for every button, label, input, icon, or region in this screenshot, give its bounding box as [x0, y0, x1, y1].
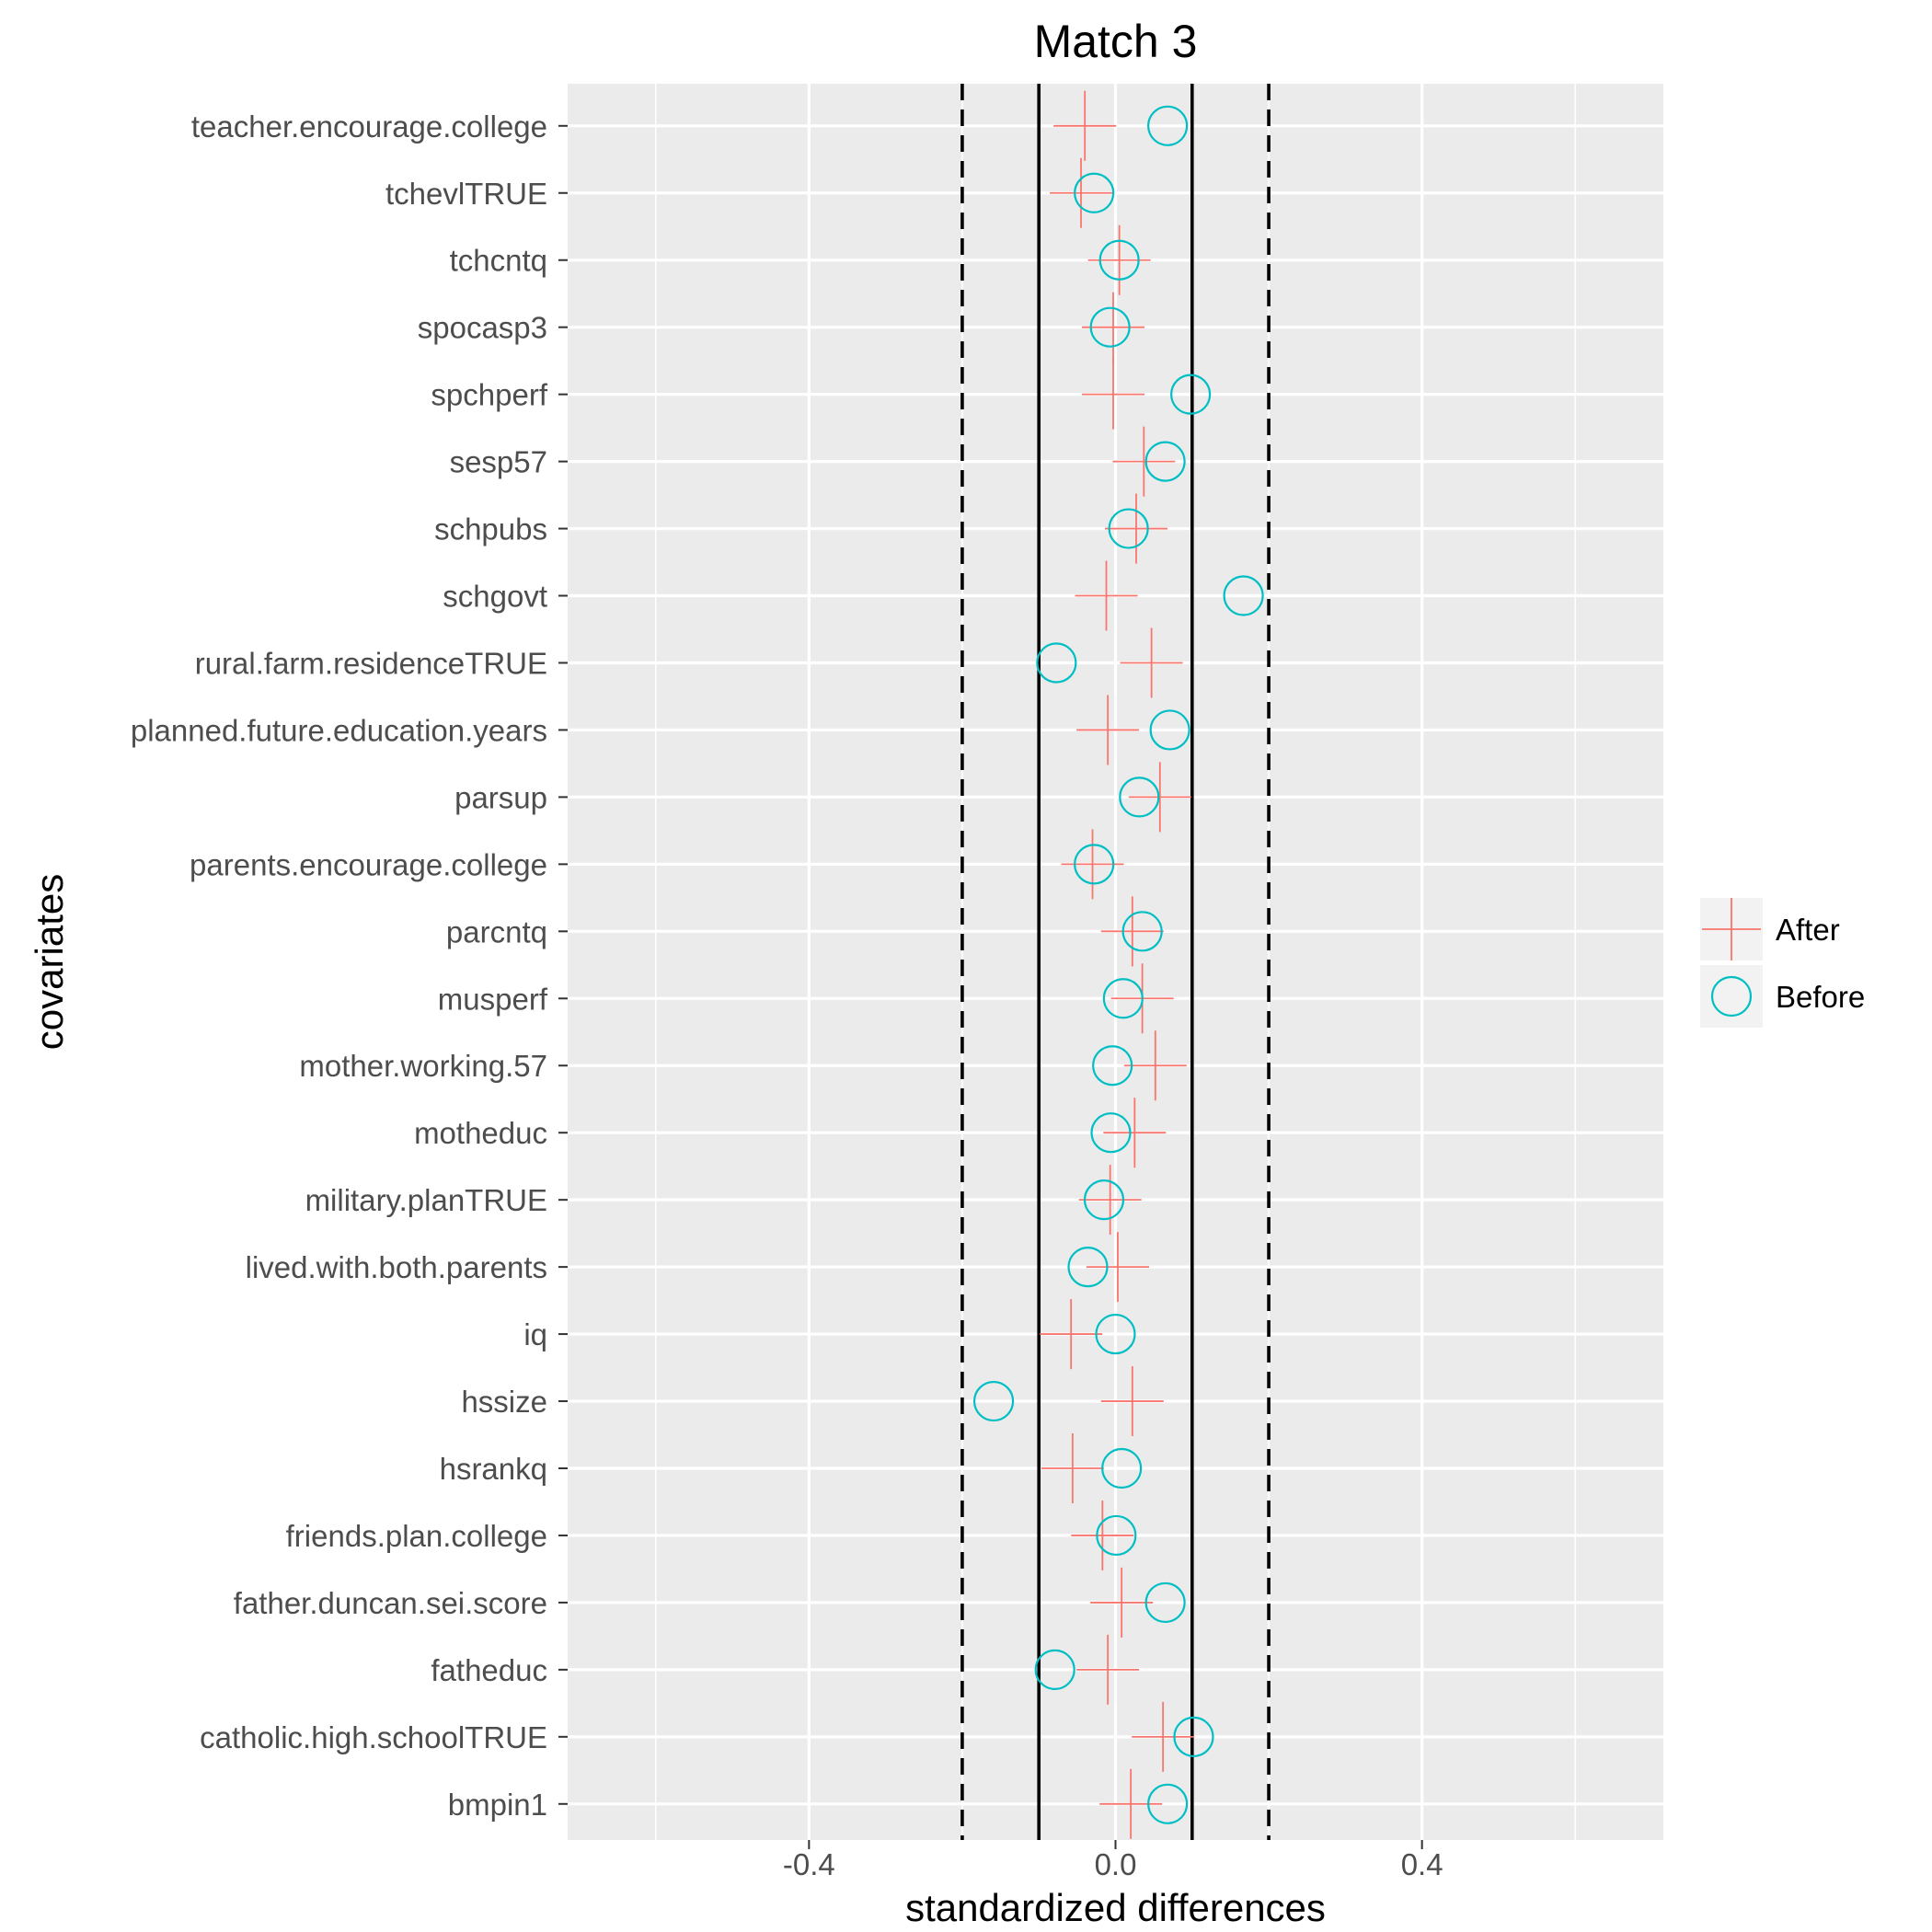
after-point: [1112, 426, 1176, 497]
before-point: [1223, 575, 1264, 616]
x-tick-label: 0.0: [1095, 1847, 1137, 1881]
before-point: [1102, 978, 1144, 1019]
y-tick-label: motheduc: [414, 1116, 547, 1150]
before-point: [1034, 1649, 1075, 1690]
x-axis: -0.4 0.0 0.4: [783, 1840, 1443, 1881]
before-point: [1095, 1313, 1136, 1355]
before-point: [1119, 776, 1160, 818]
before-point: [1036, 642, 1077, 684]
legend-circle: [1710, 975, 1753, 1018]
y-tick-label: parsup: [454, 780, 547, 814]
y-tick-label: spchperf: [431, 378, 547, 412]
y-tick-label: schgovt: [443, 580, 547, 614]
x-axis-title: standardized differences: [905, 1886, 1326, 1929]
before-point: [1144, 441, 1186, 482]
after-point: [1099, 1768, 1163, 1839]
after-point: [1082, 292, 1145, 362]
y-axis: teacher.encourage.college tchevlTRUE tchcn…: [131, 109, 568, 1822]
after-point: [1104, 493, 1167, 564]
before-point: [1098, 239, 1140, 281]
after-point: [1087, 224, 1151, 295]
y-tick-label: musperf: [438, 982, 548, 1016]
after-point: [1041, 1433, 1104, 1503]
after-point: [1103, 1098, 1167, 1168]
after-point: [1128, 762, 1191, 833]
after-point: [1132, 1701, 1195, 1772]
y-tick-label: fatheduc: [431, 1653, 547, 1687]
y-tick-label: catholic.high.schoolTRUE: [200, 1720, 547, 1754]
after-point: [1040, 1299, 1103, 1370]
y-tick-label: hsrankq: [440, 1452, 547, 1486]
y-tick-label: lived.with.both.parents: [246, 1250, 547, 1284]
y-tick-label: friends.plan.college: [286, 1519, 547, 1553]
legend-label: After: [1776, 913, 1840, 947]
after-point: [1050, 157, 1113, 228]
before-point: [1149, 709, 1190, 751]
y-tick-label: spocasp3: [418, 311, 547, 345]
data-points: [972, 90, 1264, 1839]
after-point: [1090, 1567, 1154, 1638]
before-point: [1096, 1514, 1137, 1557]
y-tick-label: tchevlTRUE: [385, 177, 547, 211]
after-point: [1076, 695, 1140, 765]
before-point: [972, 1380, 1015, 1422]
after-point: [1086, 1232, 1149, 1303]
before-point: [1108, 508, 1149, 549]
before-point: [1101, 1447, 1143, 1489]
before-point: [1074, 844, 1115, 885]
y-tick-label: schpubs: [434, 512, 547, 546]
y-tick-label: rural.farm.residenceTRUE: [195, 646, 547, 680]
after-point: [1071, 1500, 1134, 1570]
after-point: [1100, 896, 1164, 967]
before-point: [1083, 1179, 1125, 1221]
after-point: [1053, 90, 1117, 161]
before-point: [1147, 1783, 1189, 1824]
y-tick-label: parcntq: [446, 914, 547, 949]
y-tick-label: parents.encourage.college: [190, 847, 547, 881]
chart-title: Match 3: [1034, 16, 1198, 67]
before-point: [1144, 1581, 1186, 1624]
reference-lines: [960, 84, 1271, 1840]
before-point: [1121, 911, 1163, 952]
before-point: [1147, 105, 1189, 146]
after-point: [1076, 1634, 1140, 1705]
y-tick-label: military.planTRUE: [305, 1183, 547, 1217]
y-axis-title: covariates: [28, 874, 71, 1050]
y-tick-label: tchcntq: [450, 244, 547, 278]
y-tick-label: hssize: [461, 1385, 547, 1419]
x-tick-label: 0.4: [1401, 1847, 1443, 1881]
before-point: [1090, 1112, 1132, 1154]
y-tick-label: planned.future.education.years: [131, 713, 547, 747]
y-tick-label: iq: [523, 1317, 547, 1351]
y-tick-label: sesp57: [450, 445, 547, 479]
before-point: [1074, 172, 1115, 213]
after-point: [1075, 560, 1138, 631]
before-point: [1092, 1045, 1133, 1087]
after-point: [1078, 1165, 1142, 1236]
y-tick-label: mother.working.57: [299, 1049, 547, 1083]
x-tick-label: -0.4: [783, 1847, 835, 1881]
legend-item-before: Before: [1700, 965, 1865, 1028]
before-point: [1067, 1247, 1109, 1288]
before-point: [1173, 1716, 1214, 1757]
y-tick-label: teacher.encourage.college: [191, 109, 547, 144]
after-point: [1082, 359, 1145, 430]
after-point: [1123, 1030, 1187, 1101]
before-point: [1170, 374, 1212, 415]
legend-label: Before: [1776, 980, 1865, 1014]
after-point: [1100, 1366, 1164, 1437]
before-point: [1089, 306, 1131, 348]
y-tick-label: father.duncan.sei.score: [234, 1586, 547, 1620]
after-point: [1120, 627, 1183, 698]
legend-item-after: After: [1700, 898, 1840, 960]
y-tick-label: bmpin1: [448, 1788, 547, 1822]
legend-key: [1700, 965, 1763, 1028]
legend: After Before: [1700, 898, 1865, 1028]
